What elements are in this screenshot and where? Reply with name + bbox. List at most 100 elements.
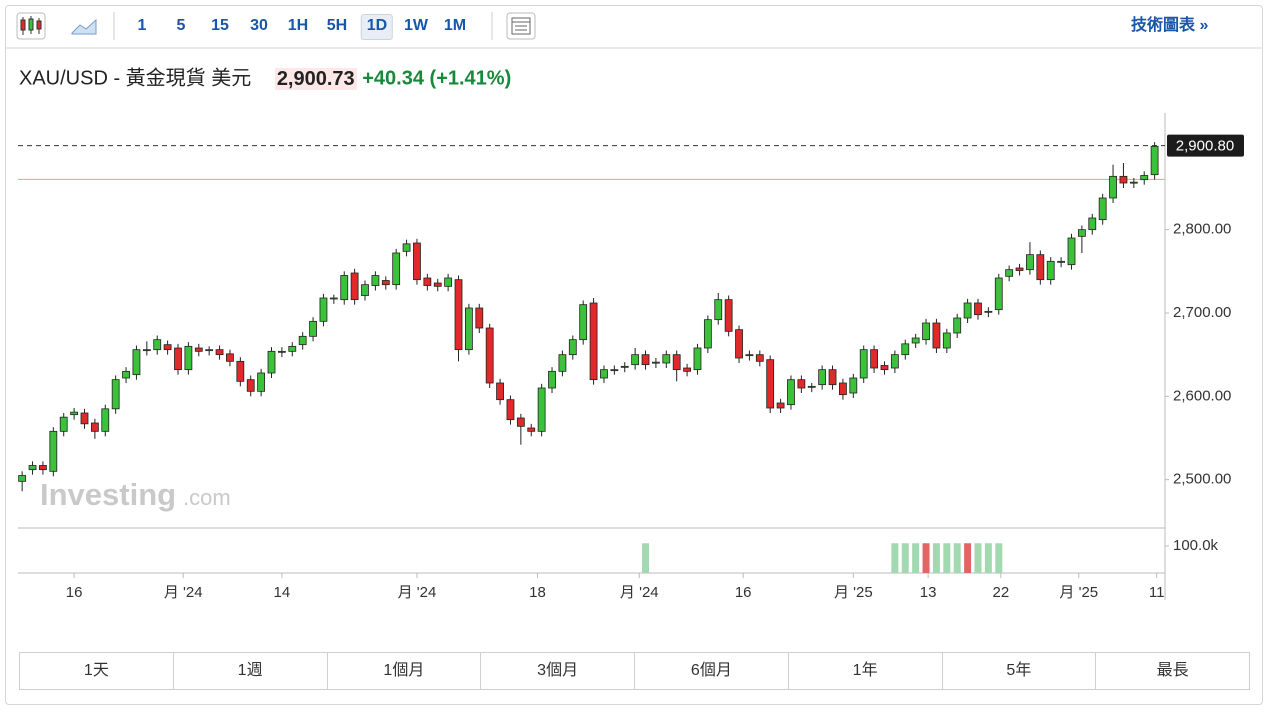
candle-body bbox=[101, 408, 110, 432]
interval-button[interactable]: 5H bbox=[326, 17, 348, 34]
candle-body bbox=[215, 349, 224, 356]
x-tick-label: 16 bbox=[735, 584, 752, 601]
interval-button[interactable]: 1W bbox=[404, 17, 428, 34]
candle-body bbox=[277, 350, 286, 353]
candle-body bbox=[485, 327, 494, 384]
candle-body bbox=[870, 349, 878, 369]
x-tick-label: 月 '24 bbox=[620, 584, 659, 601]
candle-body bbox=[537, 387, 546, 432]
symbol: XAU/USD - 黃金現貨 美元 bbox=[19, 67, 252, 90]
candle-body bbox=[849, 377, 858, 394]
candle-body bbox=[911, 337, 920, 344]
candle-body bbox=[974, 302, 982, 316]
candle-body bbox=[454, 279, 463, 351]
volume-bar bbox=[642, 543, 650, 573]
volume-bar bbox=[964, 543, 972, 573]
volume-bar bbox=[912, 543, 920, 573]
candle-body bbox=[444, 277, 453, 287]
candle-body bbox=[558, 354, 567, 372]
volume-bar bbox=[953, 543, 961, 573]
y-tick-label: 2,500.00 bbox=[1173, 471, 1231, 488]
candle-body bbox=[257, 372, 266, 392]
candle-body bbox=[818, 369, 827, 386]
candle-body bbox=[361, 284, 369, 296]
x-tick-label: 18 bbox=[529, 584, 546, 601]
candle-body bbox=[662, 354, 671, 364]
interval-button[interactable]: 1 bbox=[137, 17, 147, 34]
candle-body bbox=[1150, 145, 1159, 176]
interval-button[interactable]: 1H bbox=[287, 17, 309, 34]
interval-button[interactable]: 30 bbox=[250, 17, 268, 34]
candle-body bbox=[724, 299, 733, 332]
candle-body bbox=[1119, 175, 1128, 184]
candle-body bbox=[1129, 181, 1138, 184]
last-price-box bbox=[1167, 134, 1244, 157]
interval-button[interactable]: 15 bbox=[211, 17, 229, 34]
candle-body bbox=[652, 361, 660, 364]
candle-body bbox=[683, 367, 691, 372]
candle-body bbox=[340, 275, 349, 301]
range-button[interactable]: 最長 bbox=[1095, 653, 1249, 689]
candle-body bbox=[776, 402, 785, 409]
candle-body bbox=[184, 345, 193, 371]
candle-body bbox=[350, 272, 359, 301]
candle-body bbox=[1036, 254, 1045, 281]
candle-body bbox=[568, 339, 577, 356]
candle-body bbox=[80, 412, 89, 425]
quote: XAU/USD - 黃金現貨 美元 2,900.73 +40.34 (+1.41… bbox=[19, 64, 511, 92]
candle-body bbox=[122, 370, 130, 379]
range-button[interactable]: 6個月 bbox=[634, 653, 788, 689]
volume-bar bbox=[984, 543, 992, 573]
candle-body bbox=[641, 354, 650, 366]
candle-body bbox=[506, 399, 515, 421]
candle-body bbox=[631, 354, 640, 366]
candle-body bbox=[901, 343, 910, 356]
candle-body bbox=[579, 304, 588, 341]
range-button[interactable]: 1個月 bbox=[326, 653, 481, 689]
candle-body bbox=[111, 379, 120, 410]
candle-body bbox=[142, 349, 151, 352]
candle-body bbox=[1098, 197, 1107, 221]
x-tick-label: 月 '24 bbox=[164, 584, 203, 601]
range-button[interactable]: 1天 bbox=[83, 662, 109, 679]
candle-body bbox=[267, 350, 276, 374]
candle-body bbox=[163, 344, 172, 351]
interval-button[interactable]: 5 bbox=[176, 17, 186, 34]
candle-body bbox=[319, 297, 328, 322]
technical-chart-link[interactable]: 技術圖表 » bbox=[1131, 17, 1209, 34]
widget-frame bbox=[5, 5, 1263, 705]
candle-body bbox=[288, 345, 297, 352]
interval-button[interactable]: 1M bbox=[443, 17, 467, 34]
candle-body bbox=[413, 242, 421, 281]
candle-body bbox=[433, 282, 442, 287]
candle-body bbox=[49, 430, 58, 472]
range-button[interactable]: 3個月 bbox=[480, 653, 634, 689]
x-tick-label: 月 '24 bbox=[398, 584, 437, 601]
candle-body bbox=[28, 465, 37, 471]
candle-body bbox=[932, 322, 941, 349]
candle-body bbox=[600, 369, 608, 379]
last-price-label: 2,900.80 bbox=[1176, 138, 1234, 155]
candle-body bbox=[839, 382, 847, 396]
candle-body bbox=[90, 422, 99, 432]
candle-body bbox=[423, 277, 432, 286]
y-tick-label: 2,800.00 bbox=[1173, 221, 1231, 238]
range-button[interactable]: 1週 bbox=[172, 653, 327, 689]
candle-body bbox=[132, 349, 141, 376]
candle-body bbox=[371, 275, 380, 286]
candle-body bbox=[994, 277, 1003, 311]
range-button[interactable]: 1年 bbox=[787, 653, 942, 689]
x-tick-label: 11 bbox=[1149, 584, 1165, 601]
y-tick-label: 2,600.00 bbox=[1173, 387, 1231, 404]
candle-body bbox=[942, 332, 951, 349]
candle-body bbox=[298, 335, 307, 346]
range-bar: 1天 1週 1個月 3個月 6個月 1年 5年 最長 bbox=[19, 652, 1250, 690]
interval-button[interactable]: 1D bbox=[360, 14, 394, 40]
range-button[interactable]: 5年 bbox=[941, 653, 1096, 689]
volume-bar bbox=[943, 543, 951, 573]
candle-body bbox=[953, 317, 962, 334]
candle-body bbox=[828, 369, 837, 386]
candle-body bbox=[1005, 269, 1014, 277]
